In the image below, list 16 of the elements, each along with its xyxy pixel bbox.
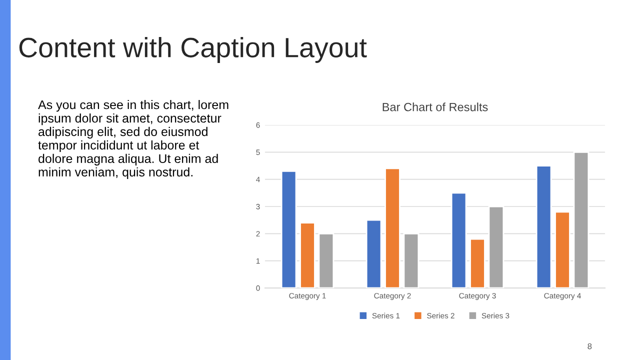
text: 8 — [588, 343, 592, 350]
bar — [554, 211, 570, 288]
bar — [573, 151, 590, 288]
chart-title: Bar Chart of Results — [382, 102, 488, 112]
text: Content with Caption Layout — [19, 37, 367, 63]
bar — [403, 232, 420, 288]
bar — [366, 219, 382, 288]
text: As you can see in this chart, lorem ipsum dolor sit amet, consectetur adipiscing elit, sed do eiusmod tempor incididunt ut labore et dolore magna aliqua. Ut enim ad minim veniam, quis nostrud. — [38, 100, 228, 179]
bar — [488, 206, 504, 288]
bar — [384, 168, 400, 288]
bar — [450, 192, 467, 288]
bar — [300, 222, 316, 288]
bar — [470, 238, 486, 288]
bar — [536, 165, 552, 288]
bar — [280, 170, 297, 288]
bar — [318, 232, 334, 288]
